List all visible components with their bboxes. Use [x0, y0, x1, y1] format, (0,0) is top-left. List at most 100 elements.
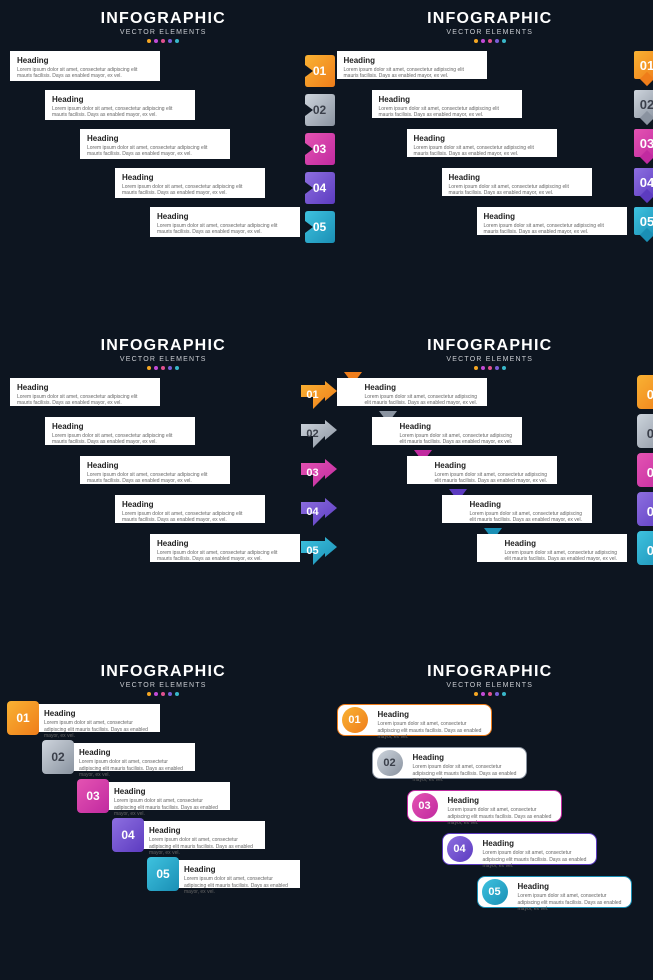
- dot: [147, 39, 151, 43]
- step-heading: Heading: [149, 826, 258, 835]
- step-number: 05: [488, 886, 500, 898]
- step-desc: Lorem ipsum dolor sit amet, consectetur …: [52, 106, 188, 119]
- dot: [502, 692, 506, 696]
- step-card: Heading Lorem ipsum dolor sit amet, cons…: [477, 534, 627, 562]
- title: INFOGRAPHIC: [337, 337, 644, 355]
- step-number: 05: [156, 867, 169, 881]
- step-heading: Heading: [52, 95, 188, 104]
- dot: [154, 39, 158, 43]
- step: Heading Lorem ipsum dolor sit amet, cons…: [442, 495, 644, 523]
- step-number: 02: [383, 757, 395, 769]
- step-card: Heading Lorem ipsum dolor sit amet, cons…: [337, 378, 487, 406]
- step-desc: Lorem ipsum dolor sit amet, consectetur …: [184, 876, 293, 895]
- title: INFOGRAPHIC: [10, 663, 317, 681]
- square-badge: 03: [634, 129, 653, 157]
- step: Heading Lorem ipsum dolor sit amet, cons…: [80, 456, 317, 484]
- step: Heading Lorem ipsum dolor sit amet, cons…: [477, 534, 644, 562]
- dots: [337, 366, 644, 370]
- square-badge: 02: [634, 90, 653, 118]
- step: Heading Lorem ipsum dolor sit amet, cons…: [407, 129, 644, 157]
- step: Heading Lorem ipsum dolor sit amet, cons…: [337, 378, 644, 406]
- dots: [337, 39, 644, 43]
- dot: [161, 366, 165, 370]
- title: INFOGRAPHIC: [337, 10, 644, 28]
- step-card: Heading Lorem ipsum dolor sit amet, cons…: [80, 456, 230, 484]
- step-number: 01: [303, 389, 323, 401]
- dot: [168, 366, 172, 370]
- step-number: 05: [313, 220, 326, 234]
- step: Heading Lorem ipsum dolor sit amet, cons…: [337, 704, 644, 736]
- step-heading: Heading: [44, 709, 153, 718]
- step-heading: Heading: [400, 422, 515, 431]
- step-heading: Heading: [17, 56, 153, 65]
- step-heading: Heading: [435, 461, 550, 470]
- subtitle: VECTOR ELEMENTS: [337, 356, 644, 363]
- step-number: 03: [313, 142, 326, 156]
- dot: [175, 692, 179, 696]
- left-box-badge: 02: [42, 740, 74, 774]
- step: Heading Lorem ipsum dolor sit amet, cons…: [407, 790, 644, 822]
- step-card: Heading Lorem ipsum dolor sit amet, cons…: [442, 495, 592, 523]
- header: INFOGRAPHIC VECTOR ELEMENTS: [10, 10, 317, 43]
- step: Heading Lorem ipsum dolor sit amet, cons…: [10, 378, 317, 406]
- subtitle: VECTOR ELEMENTS: [337, 29, 644, 36]
- dots: [337, 692, 644, 696]
- step-number: 04: [634, 168, 653, 196]
- step: Heading Lorem ipsum dolor sit amet, cons…: [45, 417, 317, 445]
- step-desc: Lorem ipsum dolor sit amet, consectetur …: [87, 145, 223, 158]
- step-number: 05: [637, 537, 653, 565]
- step-number: 01: [634, 51, 653, 79]
- dot: [154, 692, 158, 696]
- step-desc: Lorem ipsum dolor sit amet, consectetur …: [114, 798, 223, 817]
- subtitle: VECTOR ELEMENTS: [10, 356, 317, 363]
- dot: [495, 366, 499, 370]
- step-card: Heading Lorem ipsum dolor sit amet, cons…: [150, 534, 300, 562]
- dot: [488, 39, 492, 43]
- left-box-badge: 05: [147, 857, 179, 891]
- step-number: 04: [313, 181, 326, 195]
- step-heading: Heading: [122, 173, 258, 182]
- dot: [168, 39, 172, 43]
- step-desc: Lorem ipsum dolor sit amet, consectetur …: [448, 807, 554, 826]
- step-desc: Lorem ipsum dolor sit amet, consectetur …: [435, 472, 550, 485]
- step-desc: Lorem ipsum dolor sit amet, consectetur …: [378, 721, 484, 740]
- step-heading: Heading: [484, 212, 620, 221]
- step-heading: Heading: [449, 173, 585, 182]
- header: INFOGRAPHIC VECTOR ELEMENTS: [10, 663, 317, 696]
- step-number: 05: [303, 545, 323, 557]
- step-heading: Heading: [157, 539, 293, 548]
- panel-c: INFOGRAPHIC VECTOR ELEMENTS Heading Lore…: [0, 327, 327, 654]
- step-heading: Heading: [365, 383, 480, 392]
- step-heading: Heading: [483, 839, 589, 848]
- step-desc: Lorem ipsum dolor sit amet, consectetur …: [505, 550, 620, 563]
- step-heading: Heading: [379, 95, 515, 104]
- dot: [147, 692, 151, 696]
- step-desc: Lorem ipsum dolor sit amet, consectetur …: [122, 511, 258, 524]
- dots: [10, 39, 317, 43]
- step-desc: Lorem ipsum dolor sit amet, consectetur …: [344, 67, 480, 80]
- step: Heading Lorem ipsum dolor sit amet, cons…: [477, 207, 644, 235]
- circle-badge: 03: [412, 793, 438, 819]
- step: Heading Lorem ipsum dolor sit amet, cons…: [150, 860, 317, 888]
- dot: [168, 692, 172, 696]
- step: Heading Lorem ipsum dolor sit amet, cons…: [115, 495, 317, 523]
- step: Heading Lorem ipsum dolor sit amet, cons…: [442, 168, 644, 196]
- dot: [481, 692, 485, 696]
- header: INFOGRAPHIC VECTOR ELEMENTS: [10, 337, 317, 370]
- panel-a: INFOGRAPHIC VECTOR ELEMENTS Heading Lore…: [0, 0, 327, 327]
- step: Heading Lorem ipsum dolor sit amet, cons…: [10, 704, 317, 732]
- step-heading: Heading: [448, 796, 554, 805]
- step: Heading Lorem ipsum dolor sit amet, cons…: [115, 168, 317, 198]
- step-desc: Lorem ipsum dolor sit amet, consectetur …: [414, 145, 550, 158]
- step: Heading Lorem ipsum dolor sit amet, cons…: [45, 743, 317, 771]
- step-desc: Lorem ipsum dolor sit amet, consectetur …: [157, 550, 293, 563]
- step-desc: Lorem ipsum dolor sit amet, consectetur …: [484, 223, 620, 236]
- step-desc: Lorem ipsum dolor sit amet, consectetur …: [122, 184, 258, 197]
- step-desc: Lorem ipsum dolor sit amet, consectetur …: [17, 394, 153, 407]
- step: Heading Lorem ipsum dolor sit amet, cons…: [372, 417, 644, 445]
- dot: [474, 366, 478, 370]
- step-card: Heading Lorem ipsum dolor sit amet, cons…: [80, 129, 230, 159]
- step-card: Heading Lorem ipsum dolor sit amet, cons…: [372, 417, 522, 445]
- step-desc: Lorem ipsum dolor sit amet, consectetur …: [379, 106, 515, 119]
- step-heading: Heading: [114, 787, 223, 796]
